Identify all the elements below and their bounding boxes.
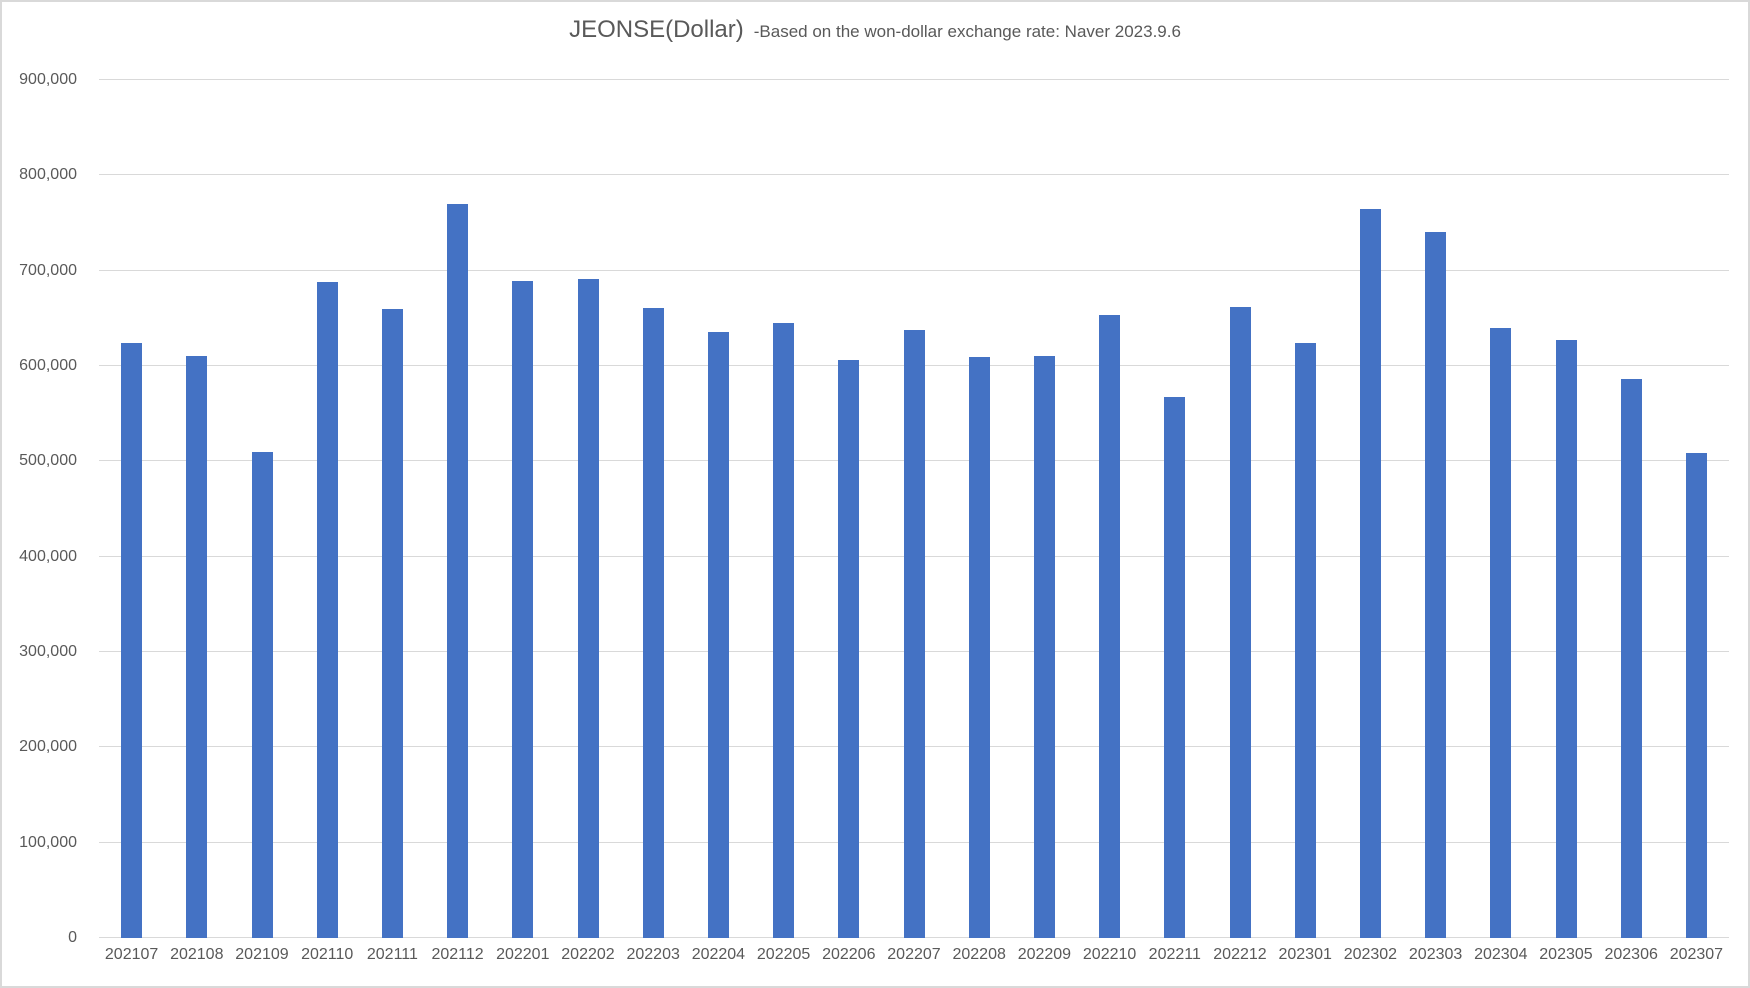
bar-202201[interactable] (512, 281, 534, 938)
bar-202303[interactable] (1425, 231, 1447, 938)
x-axis-tick-label: 202301 (1278, 946, 1332, 963)
gridline (99, 79, 1729, 80)
y-axis-tick-label: 700,000 (19, 261, 77, 279)
x-axis-tick-label: 202302 (1343, 946, 1398, 963)
y-axis-tick-label: 0 (68, 929, 77, 946)
x-axis-tick-label: 202307 (1669, 946, 1724, 963)
x-axis-tick-label: 202306 (1604, 946, 1658, 963)
bar-202204[interactable] (707, 331, 729, 938)
y-axis-tick-label: 100,000 (19, 833, 77, 851)
x-axis-tick-label: 202205 (756, 946, 811, 963)
x-axis-tick-label: 202303 (1408, 946, 1463, 963)
y-axis-tick-label: 200,000 (19, 738, 77, 756)
x-axis-tick-label: 202212 (1213, 946, 1267, 963)
x-axis-tick-label: 202209 (1017, 946, 1072, 963)
x-axis-tick-label: 202202 (561, 946, 615, 963)
bar-202109[interactable] (251, 451, 273, 938)
chart-subtitle: -Based on the won-dollar exchange rate: … (753, 22, 1181, 41)
x-axis-tick-label: 202107 (104, 946, 159, 963)
x-axis-tick-label: 202108 (170, 946, 224, 963)
bar-202307[interactable] (1685, 452, 1707, 938)
x-axis-tick-label: 202208 (952, 946, 1006, 963)
bar-202209[interactable] (1033, 356, 1055, 938)
y-axis-tick-label: 900,000 (19, 71, 77, 88)
y-axis-tick-label: 300,000 (19, 643, 77, 660)
plot-area: 0 100,000 200,000 300,000 400,000 500,000 600,… (19, 71, 1729, 963)
gridline (99, 174, 1729, 176)
gridline (99, 269, 1729, 271)
bar-202210[interactable] (1099, 314, 1121, 938)
bar-202203[interactable] (642, 307, 664, 938)
bar-202202[interactable] (577, 279, 599, 938)
x-axis-tick-label: 202110 (301, 946, 354, 963)
y-axis-tick-label: 500,000 (19, 452, 77, 470)
bar-202212[interactable] (1229, 306, 1251, 938)
bar-202207[interactable] (903, 329, 925, 938)
y-axis-tick-label: 400,000 (19, 547, 77, 565)
x-axis-tick-label: 202203 (626, 946, 680, 963)
bar-202108[interactable] (186, 356, 208, 938)
bar-202302[interactable] (1359, 208, 1381, 938)
x-axis-tick-label: 202304 (1474, 946, 1528, 963)
bar-202211[interactable] (1164, 396, 1186, 938)
x-axis-tick-label: 202207 (887, 946, 941, 963)
x-axis-tick-label: 202204 (691, 946, 746, 963)
chart-title: JEONSE(Dollar) (569, 16, 744, 43)
bar-202304[interactable] (1490, 327, 1512, 938)
x-axis-tick-label: 202210 (1082, 946, 1137, 963)
y-axis-tick-label: 600,000 (19, 357, 77, 374)
x-axis-tick-label: 202305 (1539, 946, 1593, 963)
x-axis-tick-label: 202201 (496, 946, 550, 963)
chart-title-block: JEONSE(Dollar) -Based on the won-dollar … (2, 16, 1748, 44)
x-axis-tick-label: 202211 (1148, 946, 1201, 963)
bar-202301[interactable] (1294, 343, 1316, 938)
bar-202208[interactable] (968, 357, 990, 938)
bar-202206[interactable] (838, 360, 860, 938)
bar-202111[interactable] (381, 308, 403, 938)
x-axis-tick-label: 202206 (822, 946, 876, 963)
bar-202110[interactable] (316, 282, 338, 938)
x-axis-tick-label: 202112 (431, 946, 484, 963)
x-axis-tick-label: 202111 (366, 946, 418, 963)
x-axis-tick-label: 202109 (235, 946, 289, 963)
bar-202112[interactable] (447, 203, 469, 938)
bar-202107[interactable] (121, 343, 143, 938)
bar-202205[interactable] (773, 323, 795, 938)
bar-202306[interactable] (1620, 379, 1642, 938)
y-axis-tick-label: 800,000 (19, 166, 77, 184)
bar-202305[interactable] (1555, 340, 1577, 938)
